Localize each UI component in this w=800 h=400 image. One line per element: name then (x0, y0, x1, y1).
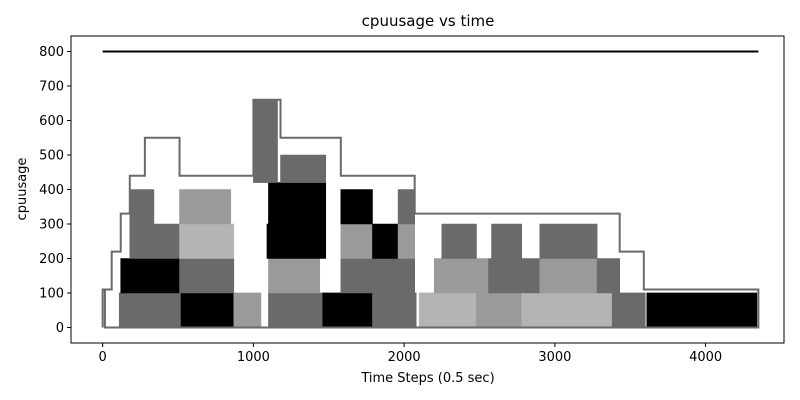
y-tick-label: 400 (39, 183, 64, 198)
series-block-29 (129, 189, 155, 225)
x-tick-label: 0 (99, 350, 107, 365)
x-axis-label: Time Steps (0.5 sec) (360, 371, 494, 386)
axis-ticks: 0 1000 2000 3000 4000 0 100 200 300 400 500 600 700 8… (39, 45, 722, 365)
series-block-30 (179, 189, 232, 225)
series-block-35 (253, 99, 278, 183)
series-block-14 (268, 258, 321, 294)
y-tick-label: 600 (39, 114, 64, 129)
series-block-6 (372, 292, 417, 328)
x-tick-label: 2000 (388, 350, 421, 365)
series-block-3 (233, 292, 262, 328)
series-block-2 (180, 292, 235, 328)
x-tick-label: 3000 (538, 350, 571, 365)
series-block-17 (488, 258, 541, 294)
series-block-34 (280, 154, 327, 183)
series-block-28 (539, 223, 598, 259)
series-block-22 (266, 223, 327, 259)
y-tick-label: 500 (39, 149, 64, 164)
series-block-9 (521, 292, 613, 328)
series-block-24 (372, 223, 399, 259)
series-block-21 (179, 223, 235, 259)
y-tick-label: 300 (39, 217, 64, 232)
series-block-15 (340, 258, 415, 294)
series-block-1 (118, 292, 182, 328)
series-block-20 (129, 223, 180, 259)
series-block-8 (476, 292, 523, 328)
series-block-4 (268, 292, 324, 328)
series-block-10 (611, 292, 646, 328)
series-line-envelope (101, 98, 760, 329)
y-tick-label: 0 (56, 321, 64, 336)
series-block-16 (433, 258, 489, 294)
y-tick-label: 800 (39, 45, 64, 60)
y-axis-label: cpuusage (15, 158, 30, 221)
series-block-33 (397, 189, 415, 225)
series-block-7 (418, 292, 477, 328)
series-block-27 (491, 223, 523, 259)
series-block-11 (646, 292, 758, 328)
x-tick-label: 4000 (689, 350, 722, 365)
y-tick-label: 100 (39, 286, 64, 301)
series-block-25 (397, 223, 415, 259)
y-tick-label: 700 (39, 80, 64, 95)
series-block-18 (539, 258, 598, 294)
chart-title: cpuusage vs time (362, 12, 495, 30)
series-block-23 (340, 223, 373, 259)
plot-layer (101, 50, 760, 329)
series-block-13 (179, 258, 235, 294)
series-block-12 (120, 258, 180, 294)
series-block-19 (596, 258, 620, 294)
series-block-32 (340, 189, 373, 225)
series-block-5 (322, 292, 373, 328)
series-block-31 (268, 182, 327, 225)
series-block-26 (441, 223, 477, 259)
y-tick-label: 200 (39, 252, 64, 267)
x-tick-label: 1000 (237, 350, 270, 365)
plot-frame (70, 35, 785, 344)
